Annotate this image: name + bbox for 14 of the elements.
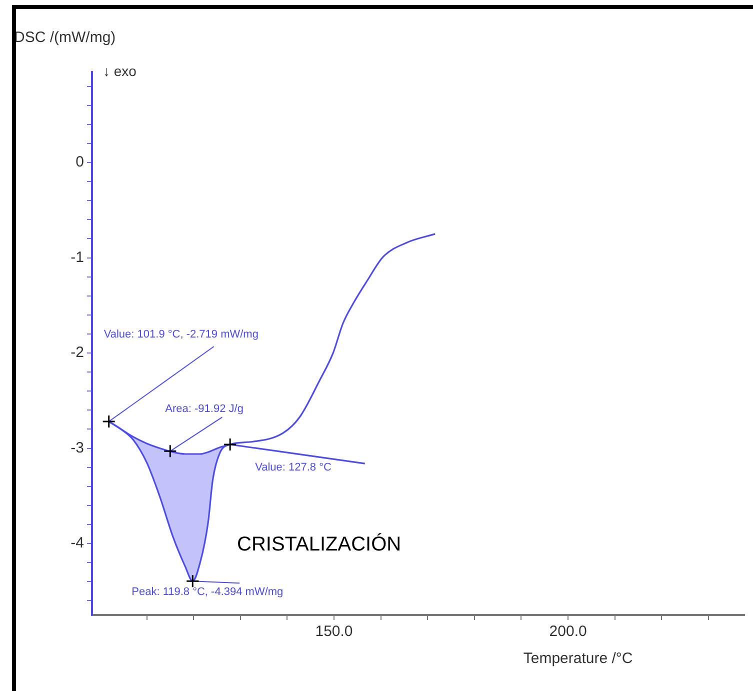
annotation: CRISTALIZACIÓN [237, 532, 402, 556]
y-tick-label: -3 [70, 439, 84, 456]
x-tick-label: 200.0 [549, 623, 587, 640]
y-tick-label: -2 [70, 344, 84, 362]
annotation: Value: 101.9 °C, -2.719 mW/mg [104, 328, 258, 341]
y-tick-label: -4 [70, 534, 84, 552]
x-axis-title: Temperature /°C [523, 650, 633, 668]
y-tick-label: -1 [70, 248, 84, 266]
x-tick-label: 150.0 [315, 623, 353, 640]
annotation: Value: 127.8 °C [255, 462, 332, 474]
annotation: Peak: 119.8 °C, -4.394 mW/mg [132, 586, 284, 598]
annotation: Area: -91.92 J/g [165, 403, 244, 416]
y-tick-label: 0 [76, 154, 84, 171]
annotation: ↓ exo [103, 62, 137, 79]
